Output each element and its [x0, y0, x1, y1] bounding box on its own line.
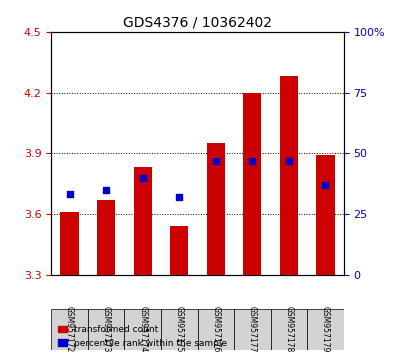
FancyBboxPatch shape — [234, 309, 271, 350]
Bar — [316, 155, 335, 275]
Point — [66, 192, 73, 197]
Point — [249, 158, 256, 163]
FancyBboxPatch shape — [161, 309, 198, 350]
FancyBboxPatch shape — [307, 309, 344, 350]
Text: GSM957179: GSM957179 — [321, 307, 330, 353]
Text: GSM957175: GSM957175 — [175, 307, 184, 353]
FancyBboxPatch shape — [198, 309, 234, 350]
Bar — [134, 167, 152, 275]
Text: GSM957176: GSM957176 — [211, 307, 220, 353]
Bar — [280, 76, 298, 275]
FancyBboxPatch shape — [124, 309, 161, 350]
Point — [322, 182, 329, 188]
Legend: transformed count, percentile rank within the sample: transformed count, percentile rank withi… — [56, 323, 229, 349]
Text: GSM957177: GSM957177 — [248, 307, 257, 353]
Point — [176, 194, 182, 200]
FancyBboxPatch shape — [51, 309, 88, 350]
FancyBboxPatch shape — [198, 350, 344, 354]
Bar — [207, 143, 225, 275]
FancyBboxPatch shape — [271, 309, 307, 350]
Bar — [97, 200, 115, 275]
Bar — [60, 212, 79, 275]
Point — [213, 158, 219, 163]
Bar — [243, 92, 261, 275]
Bar — [170, 226, 188, 275]
Text: GSM957174: GSM957174 — [138, 307, 147, 353]
Text: GSM957178: GSM957178 — [284, 307, 293, 353]
Point — [139, 175, 146, 180]
Text: GSM957172: GSM957172 — [65, 307, 74, 353]
FancyBboxPatch shape — [51, 350, 198, 354]
Point — [286, 158, 292, 163]
Title: GDS4376 / 10362402: GDS4376 / 10362402 — [123, 15, 272, 29]
FancyBboxPatch shape — [88, 309, 124, 350]
Text: GSM957173: GSM957173 — [102, 307, 111, 353]
Point — [103, 187, 109, 193]
